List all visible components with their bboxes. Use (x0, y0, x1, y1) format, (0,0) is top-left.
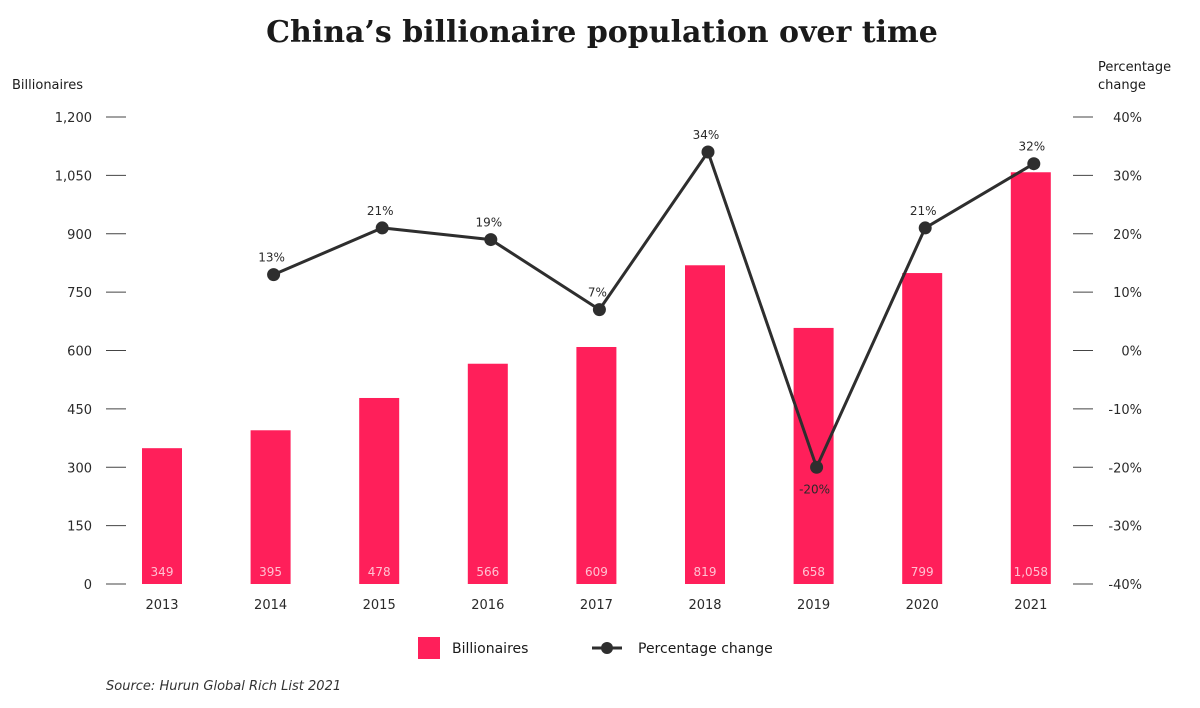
left-tick-label: 300 (67, 461, 92, 476)
bar (467, 363, 508, 584)
right-tick-label: -20% (1108, 461, 1142, 476)
bar-value-label: 395 (259, 565, 282, 579)
line-point (592, 303, 606, 317)
bar (142, 448, 182, 584)
line-point (375, 221, 389, 235)
left-axis-title: Billionaires (12, 78, 83, 93)
right-tick-label: -40% (1108, 578, 1142, 593)
percentage-label: 32% (1018, 140, 1045, 154)
left-tick-label: 600 (67, 345, 92, 360)
legend: Billionaires Percentage change (418, 637, 773, 659)
right-tick-label: 20% (1113, 228, 1142, 243)
bar-value-label: 566 (476, 565, 499, 579)
left-axis: 0 150 300 450 600 750 900 1,050 1,200 (55, 111, 126, 593)
legend-percentage-label: Percentage change (638, 641, 773, 657)
percentage-label: 21% (367, 204, 394, 218)
left-tick-label: 900 (67, 228, 92, 243)
legend-billionaires-label: Billionaires (452, 641, 528, 657)
percentage-line (273, 150, 1035, 469)
percentage-label: 7% (588, 286, 607, 300)
line-point (1027, 157, 1041, 171)
right-tick-label: -10% (1108, 403, 1142, 418)
left-tick-label: 1,050 (55, 169, 92, 184)
bar-series (142, 172, 1051, 585)
bar-value-label: 799 (911, 565, 934, 579)
left-tick-label: 750 (67, 286, 92, 301)
bar (685, 265, 725, 584)
bar (902, 273, 943, 584)
bar-value-label: 478 (368, 565, 391, 579)
percentage-label: 19% (475, 216, 502, 230)
bar-value-label: 609 (585, 565, 608, 579)
x-tick-label: 2020 (906, 598, 939, 613)
left-tick-label: 450 (67, 403, 92, 418)
x-tick-label: 2013 (145, 598, 178, 613)
bar-value-labels: 349 395 478 566 609 819 658 799 1,058 (151, 565, 1048, 579)
right-tick-label: 40% (1113, 111, 1142, 126)
percentage-line-series: 13% 21% 19% 7% 34% -20% 21% 32% (258, 128, 1045, 496)
bar (250, 430, 291, 584)
x-tick-label: 2015 (363, 598, 396, 613)
bar-value-label: 658 (802, 565, 825, 579)
chart-title: China’s billionaire population over time (266, 15, 938, 50)
line-point (267, 268, 281, 282)
left-tick-label: 0 (84, 578, 92, 593)
percentage-label: 21% (910, 204, 937, 218)
x-tick-label: 2021 (1014, 598, 1047, 613)
x-tick-label: 2017 (580, 598, 613, 613)
bar (1010, 172, 1051, 585)
right-tick-label: -30% (1108, 520, 1142, 535)
right-tick-label: 0% (1121, 345, 1142, 360)
x-tick-label: 2014 (254, 598, 287, 613)
left-tick-label: 150 (67, 520, 92, 535)
x-tick-label: 2016 (471, 598, 504, 613)
legend-percentage-dot (601, 642, 613, 654)
x-tick-label: 2019 (797, 598, 830, 613)
right-axis-title-line1: Percentage (1098, 60, 1171, 75)
bar-value-label: 1,058 (1014, 565, 1048, 579)
x-tick-label: 2018 (688, 598, 721, 613)
line-point (918, 221, 932, 235)
line-point (701, 145, 715, 159)
right-axis-title-line2: change (1098, 78, 1146, 93)
bar-value-label: 819 (694, 565, 717, 579)
left-tick-label: 1,200 (55, 111, 92, 126)
percentage-label: 13% (258, 251, 285, 265)
bar-value-label: 349 (151, 565, 174, 579)
percentage-label: 34% (693, 128, 720, 142)
x-axis: 2013 2014 2015 2016 2017 2018 2019 2020 2021 (145, 598, 1047, 613)
right-tick-label: 30% (1113, 169, 1142, 184)
line-point (484, 233, 498, 247)
percentage-label: -20% (799, 482, 830, 496)
legend-billionaires-swatch (418, 637, 440, 659)
bar (576, 346, 617, 584)
right-axis: -40% -30% -20% -10% 0% 10% 20% 30% 40% (1073, 111, 1142, 593)
line-point (810, 460, 824, 474)
bar (359, 397, 400, 584)
source-note: Source: Hurun Global Rich List 2021 (106, 679, 341, 694)
right-tick-label: 10% (1113, 286, 1142, 301)
